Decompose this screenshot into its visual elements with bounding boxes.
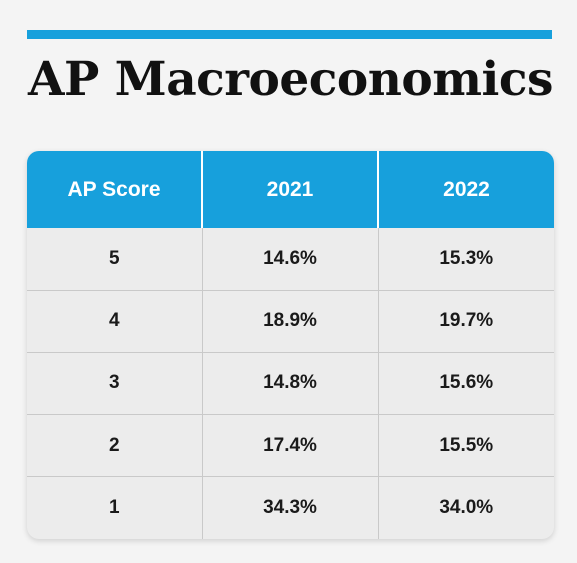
- table-row: 4 18.9% 19.7%: [27, 289, 554, 353]
- score-table-card: AP Score 2021 2022 5 14.6% 15.3% 4 18.9%…: [27, 151, 554, 539]
- score-cell: 4: [27, 289, 202, 353]
- column-header-ap-score: AP Score: [27, 151, 202, 228]
- score-cell: 5: [108, 247, 120, 269]
- table-row: 3 14.8% 15.6%: [27, 351, 554, 415]
- column-header-2021: 2021: [201, 151, 378, 228]
- score-cell: 2: [27, 414, 202, 477]
- table-row: 1 34.3% 34.0%: [27, 476, 554, 539]
- percent-2022-cell: 15.5%: [377, 414, 554, 477]
- table-row: 5 14.6% 15.3%: [27, 228, 554, 291]
- table-row: 2 17.4% 15.5%: [27, 414, 554, 477]
- page-title: AP Macroeconomics: [28, 52, 553, 107]
- percent-2022-cell: 19.7%: [377, 289, 554, 353]
- percent-2021-cell: 34.3%: [201, 476, 378, 539]
- percent-2021-cell: 14.8%: [201, 351, 378, 415]
- score-distribution-table: AP Score 2021 2022 5 14.6% 15.3% 4 18.9%…: [27, 151, 554, 539]
- score-cell: 3: [27, 351, 202, 415]
- percent-2021-cell: 14.6%: [201, 228, 378, 291]
- percent-2021-cell: 17.4%: [201, 414, 378, 477]
- percent-2021-cell: 18.9%: [201, 289, 378, 353]
- accent-bar: [27, 30, 552, 39]
- percent-2022-cell: 34.0%: [377, 476, 554, 539]
- column-header-2022: 2022: [377, 151, 554, 228]
- table-header-row: AP Score 2021 2022: [27, 151, 554, 228]
- score-cell: 1: [27, 476, 202, 539]
- percent-2022-cell: 15.6%: [377, 351, 554, 415]
- percent-2022-cell: 15.3%: [377, 228, 554, 291]
